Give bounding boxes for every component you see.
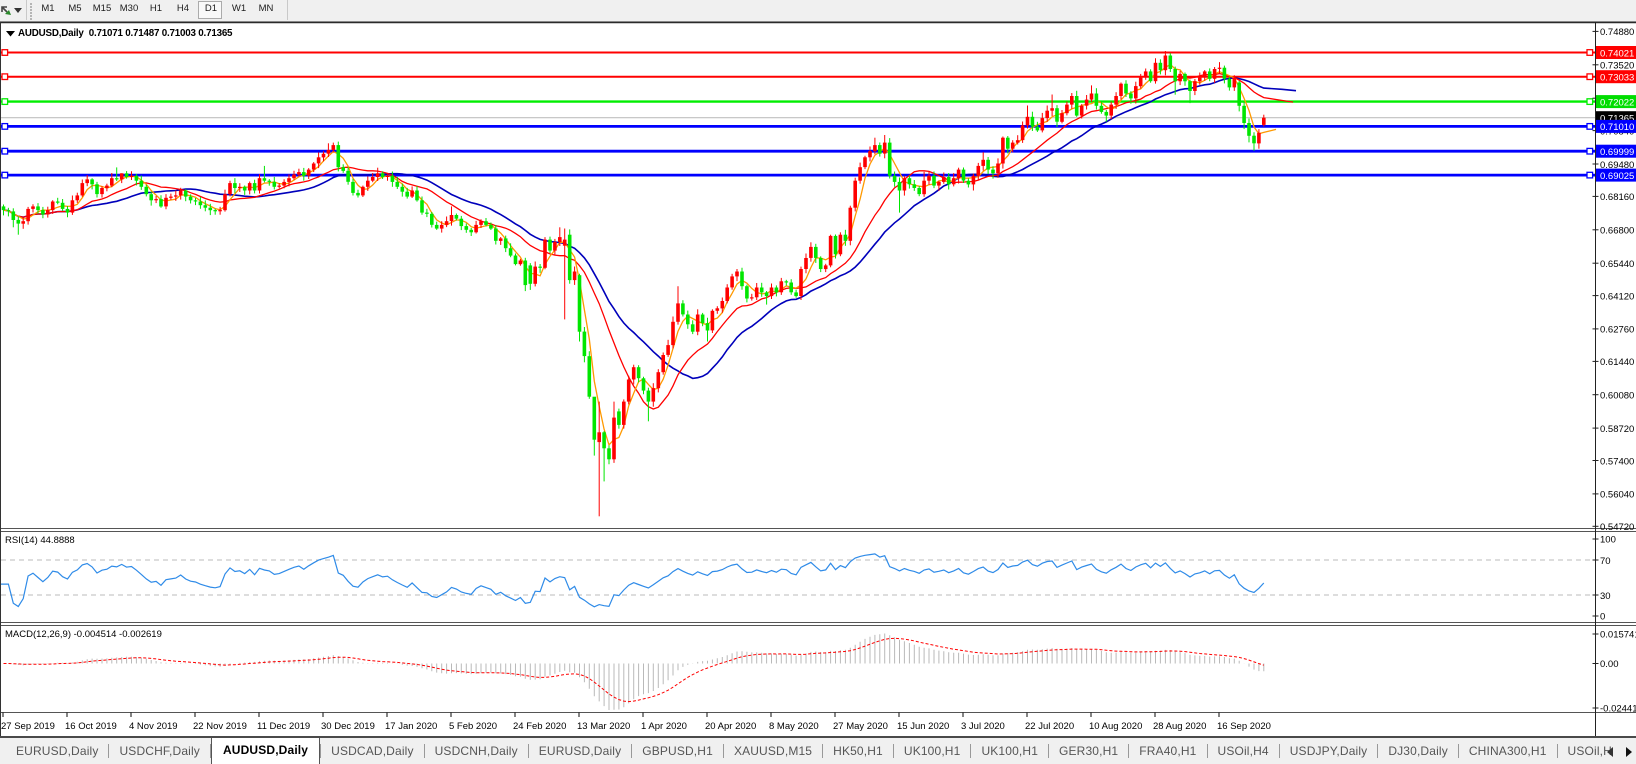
svg-text:30 Dec 2019: 30 Dec 2019	[321, 721, 375, 732]
svg-text:16 Oct 2019: 16 Oct 2019	[65, 721, 117, 732]
svg-text:0.71010: 0.71010	[1600, 122, 1634, 133]
svg-text:15 Jun 2020: 15 Jun 2020	[897, 721, 949, 732]
svg-text:0.65440: 0.65440	[1600, 259, 1634, 270]
svg-text:0.72022: 0.72022	[1600, 97, 1634, 108]
svg-text:70: 70	[1600, 556, 1611, 567]
svg-text:27 May 2020: 27 May 2020	[833, 721, 888, 732]
svg-text:AUDUSD,Daily 0.71071 0.71487: AUDUSD,Daily 0.71071 0.71487 0.71003 0.7…	[18, 28, 233, 39]
svg-text:0.57400: 0.57400	[1600, 456, 1634, 467]
svg-text:0.69999: 0.69999	[1600, 147, 1634, 158]
svg-text:0.68160: 0.68160	[1600, 192, 1634, 203]
svg-text:16 Sep 2020: 16 Sep 2020	[1217, 721, 1271, 732]
svg-text:30: 30	[1600, 591, 1611, 602]
svg-text:1 Apr 2020: 1 Apr 2020	[641, 721, 687, 732]
svg-text:0.69480: 0.69480	[1600, 160, 1634, 171]
svg-text:0.69025: 0.69025	[1600, 171, 1634, 182]
svg-text:0: 0	[1600, 612, 1605, 623]
svg-text:3 Jul 2020: 3 Jul 2020	[961, 721, 1005, 732]
svg-text:20 Apr 2020: 20 Apr 2020	[705, 721, 756, 732]
svg-text:8 May 2020: 8 May 2020	[769, 721, 819, 732]
svg-text:0.61440: 0.61440	[1600, 357, 1634, 368]
svg-text:0.64120: 0.64120	[1600, 291, 1634, 302]
svg-text:4 Nov 2019: 4 Nov 2019	[129, 721, 178, 732]
svg-text:0.60080: 0.60080	[1600, 391, 1634, 402]
svg-text:RSI(14) 44.8888: RSI(14) 44.8888	[5, 535, 75, 546]
svg-text:17 Jan 2020: 17 Jan 2020	[385, 721, 437, 732]
svg-text:28 Aug 2020: 28 Aug 2020	[1153, 721, 1206, 732]
svg-text:0.73520: 0.73520	[1600, 61, 1634, 72]
svg-text:-0.024412: -0.024412	[1600, 704, 1636, 715]
svg-text:0.71365: 0.71365	[1600, 114, 1634, 125]
svg-text:22 Jul 2020: 22 Jul 2020	[1025, 721, 1074, 732]
svg-text:MACD(12,26,9) -0.004514 -0.002: MACD(12,26,9) -0.004514 -0.002619	[5, 629, 162, 640]
svg-text:0.73033: 0.73033	[1600, 73, 1634, 84]
svg-text:0.58720: 0.58720	[1600, 424, 1634, 435]
svg-text:0.56040: 0.56040	[1600, 490, 1634, 501]
svg-text:24 Feb 2020: 24 Feb 2020	[513, 721, 566, 732]
svg-text:0.74021: 0.74021	[1600, 48, 1634, 59]
svg-text:0.54720: 0.54720	[1600, 522, 1634, 533]
svg-text:22 Nov 2019: 22 Nov 2019	[193, 721, 247, 732]
svg-text:0.74880: 0.74880	[1600, 27, 1634, 38]
svg-text:27 Sep 2019: 27 Sep 2019	[1, 721, 55, 732]
svg-text:100: 100	[1600, 535, 1616, 546]
svg-text:5 Feb 2020: 5 Feb 2020	[449, 721, 497, 732]
svg-text:0.66800: 0.66800	[1600, 226, 1634, 237]
svg-text:10 Aug 2020: 10 Aug 2020	[1089, 721, 1142, 732]
svg-text:13 Mar 2020: 13 Mar 2020	[577, 721, 630, 732]
svg-text:0.00: 0.00	[1600, 659, 1619, 670]
svg-text:11 Dec 2019: 11 Dec 2019	[257, 721, 310, 732]
svg-text:0.015741: 0.015741	[1600, 630, 1636, 641]
svg-text:0.62760: 0.62760	[1600, 325, 1634, 336]
